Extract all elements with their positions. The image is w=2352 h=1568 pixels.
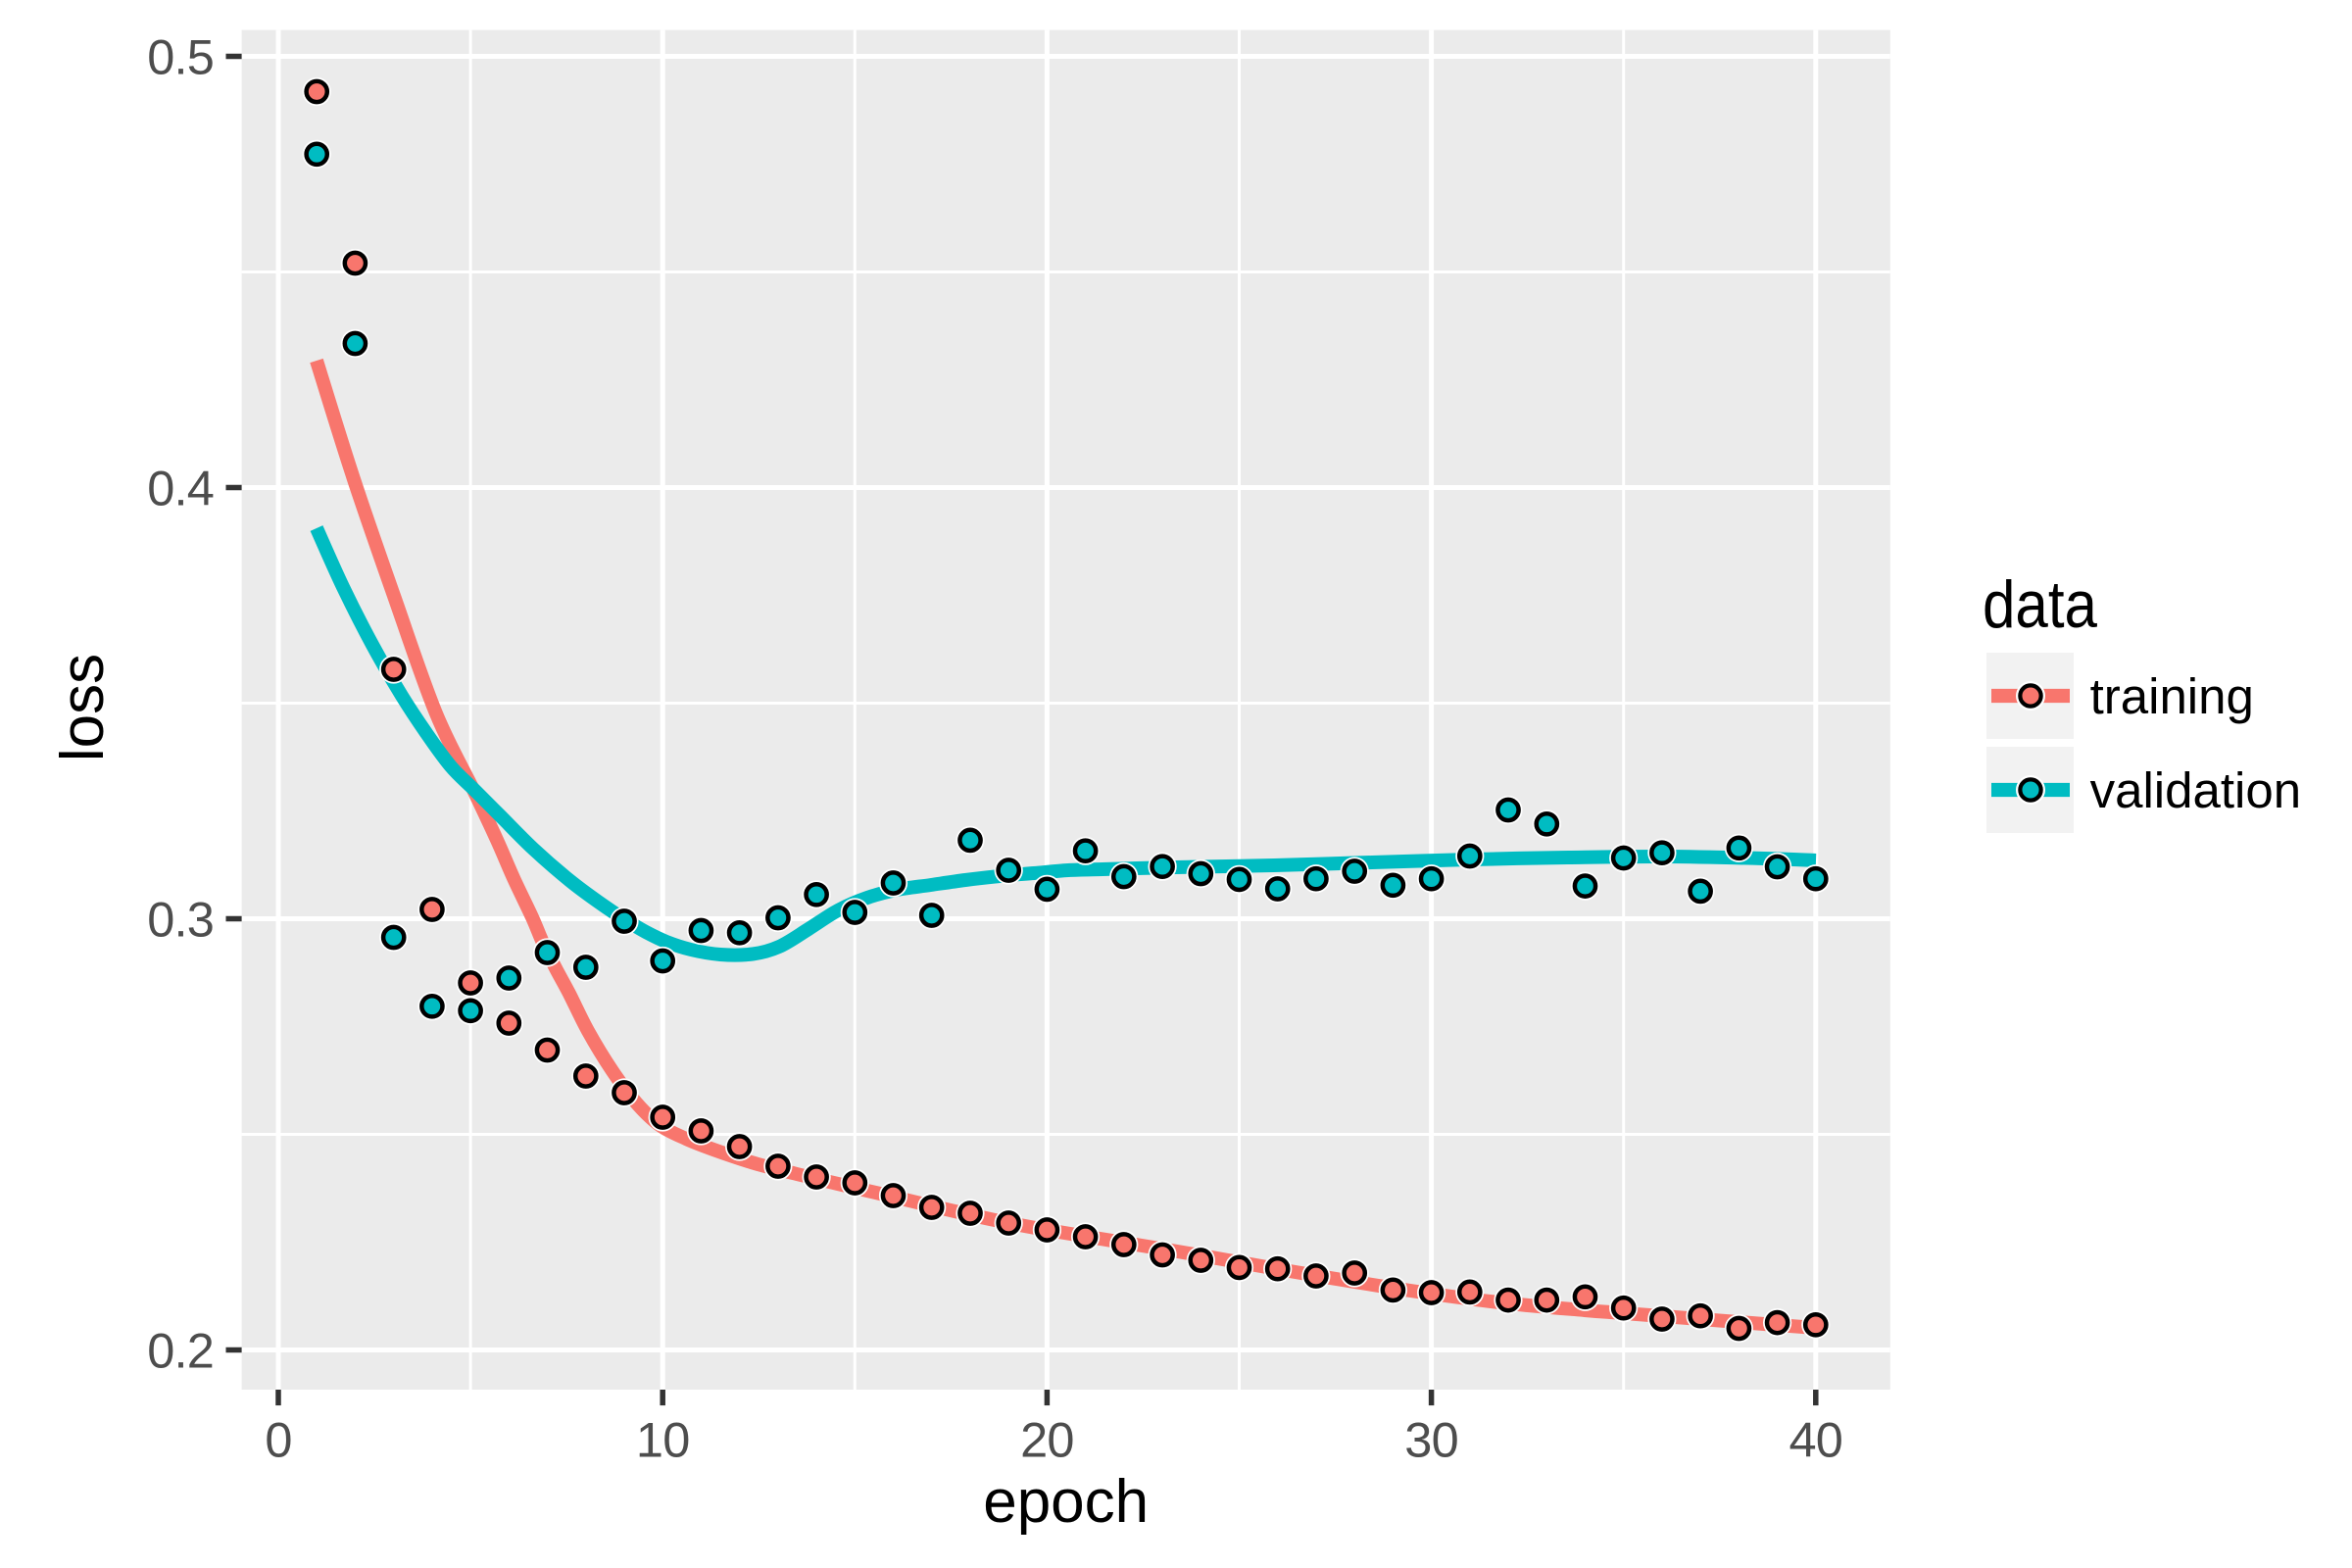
- svg-text:epoch: epoch: [983, 1468, 1149, 1536]
- svg-text:0.2: 0.2: [147, 1322, 214, 1378]
- svg-text:30: 30: [1404, 1412, 1458, 1468]
- svg-text:0.4: 0.4: [147, 460, 214, 515]
- svg-text:0: 0: [265, 1412, 291, 1468]
- svg-text:0.3: 0.3: [147, 891, 214, 947]
- svg-text:loss: loss: [49, 654, 117, 761]
- svg-text:data: data: [1983, 567, 2097, 642]
- svg-text:training: training: [2090, 668, 2254, 724]
- svg-text:0.5: 0.5: [147, 28, 214, 84]
- svg-text:validation: validation: [2090, 762, 2301, 818]
- svg-text:20: 20: [1020, 1412, 1074, 1468]
- svg-text:10: 10: [636, 1412, 690, 1468]
- svg-text:40: 40: [1789, 1412, 1843, 1468]
